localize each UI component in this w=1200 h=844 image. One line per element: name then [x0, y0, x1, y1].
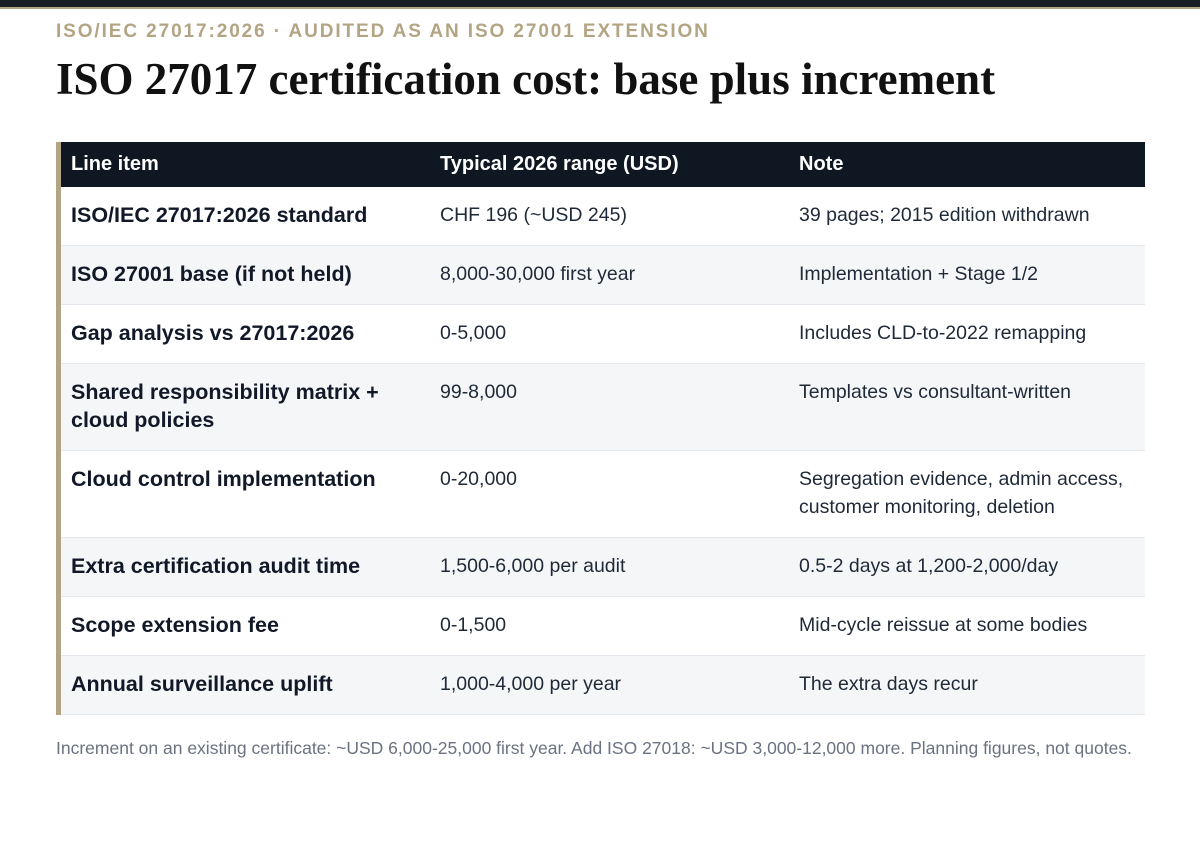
table-row: Gap analysis vs 27017:2026 0-5,000 Inclu… [61, 304, 1145, 364]
line-item-cell: Scope extension fee [61, 596, 430, 656]
range-cell: 8,000-30,000 first year [430, 245, 789, 305]
range-cell: 1,500-6,000 per audit [430, 537, 789, 597]
table-row: Shared responsibility matrix + cloud pol… [61, 363, 1145, 451]
range-cell: 0-5,000 [430, 304, 789, 364]
table-body: ISO/IEC 27017:2026 standard CHF 196 (~US… [61, 187, 1145, 715]
column-header-note: Note [789, 142, 1145, 187]
table-row: ISO 27001 base (if not held) 8,000-30,00… [61, 245, 1145, 305]
range-cell: 0-1,500 [430, 596, 789, 656]
note-cell: Implementation + Stage 1/2 [789, 245, 1145, 305]
note-cell: Segregation evidence, admin access, cust… [789, 450, 1145, 538]
eyebrow-label: ISO/IEC 27017:2026 · AUDITED AS AN ISO 2… [56, 21, 710, 42]
note-cell: The extra days recur [789, 655, 1145, 715]
top-rule [0, 0, 1200, 9]
note-cell: Templates vs consultant-written [789, 363, 1145, 451]
line-item-cell: ISO/IEC 27017:2026 standard [61, 187, 430, 246]
table-row: Annual surveillance uplift 1,000-4,000 p… [61, 655, 1145, 715]
range-cell: 0-20,000 [430, 450, 789, 538]
footnote: Increment on an existing certificate: ~U… [56, 738, 1132, 758]
note-cell: Includes CLD-to-2022 remapping [789, 304, 1145, 364]
cost-table: Line item Typical 2026 range (USD) Note … [61, 142, 1145, 715]
page-title: ISO 27017 certification cost: base plus … [56, 54, 996, 104]
column-header-range: Typical 2026 range (USD) [430, 142, 789, 187]
line-item-cell: Shared responsibility matrix + cloud pol… [61, 363, 430, 451]
line-item-cell: Annual surveillance uplift [61, 655, 430, 715]
range-cell: 99-8,000 [430, 363, 789, 451]
table-row: ISO/IEC 27017:2026 standard CHF 196 (~US… [61, 187, 1145, 246]
column-header-line-item: Line item [61, 142, 430, 187]
range-cell: 1,000-4,000 per year [430, 655, 789, 715]
range-cell: CHF 196 (~USD 245) [430, 187, 789, 246]
header-row: Line item Typical 2026 range (USD) Note [61, 142, 1145, 187]
note-cell: 0.5-2 days at 1,200-2,000/day [789, 537, 1145, 597]
table-row: Cloud control implementation 0-20,000 Se… [61, 450, 1145, 538]
line-item-cell: Cloud control implementation [61, 450, 430, 538]
table-row: Scope extension fee 0-1,500 Mid-cycle re… [61, 596, 1145, 656]
line-item-cell: Extra certification audit time [61, 537, 430, 597]
cost-table-container: Line item Typical 2026 range (USD) Note … [56, 142, 1145, 715]
table-row: Extra certification audit time 1,500-6,0… [61, 537, 1145, 597]
table-header: Line item Typical 2026 range (USD) Note [61, 142, 1145, 187]
line-item-cell: ISO 27001 base (if not held) [61, 245, 430, 305]
line-item-cell: Gap analysis vs 27017:2026 [61, 304, 430, 364]
note-cell: Mid-cycle reissue at some bodies [789, 596, 1145, 656]
note-cell: 39 pages; 2015 edition withdrawn [789, 187, 1145, 246]
